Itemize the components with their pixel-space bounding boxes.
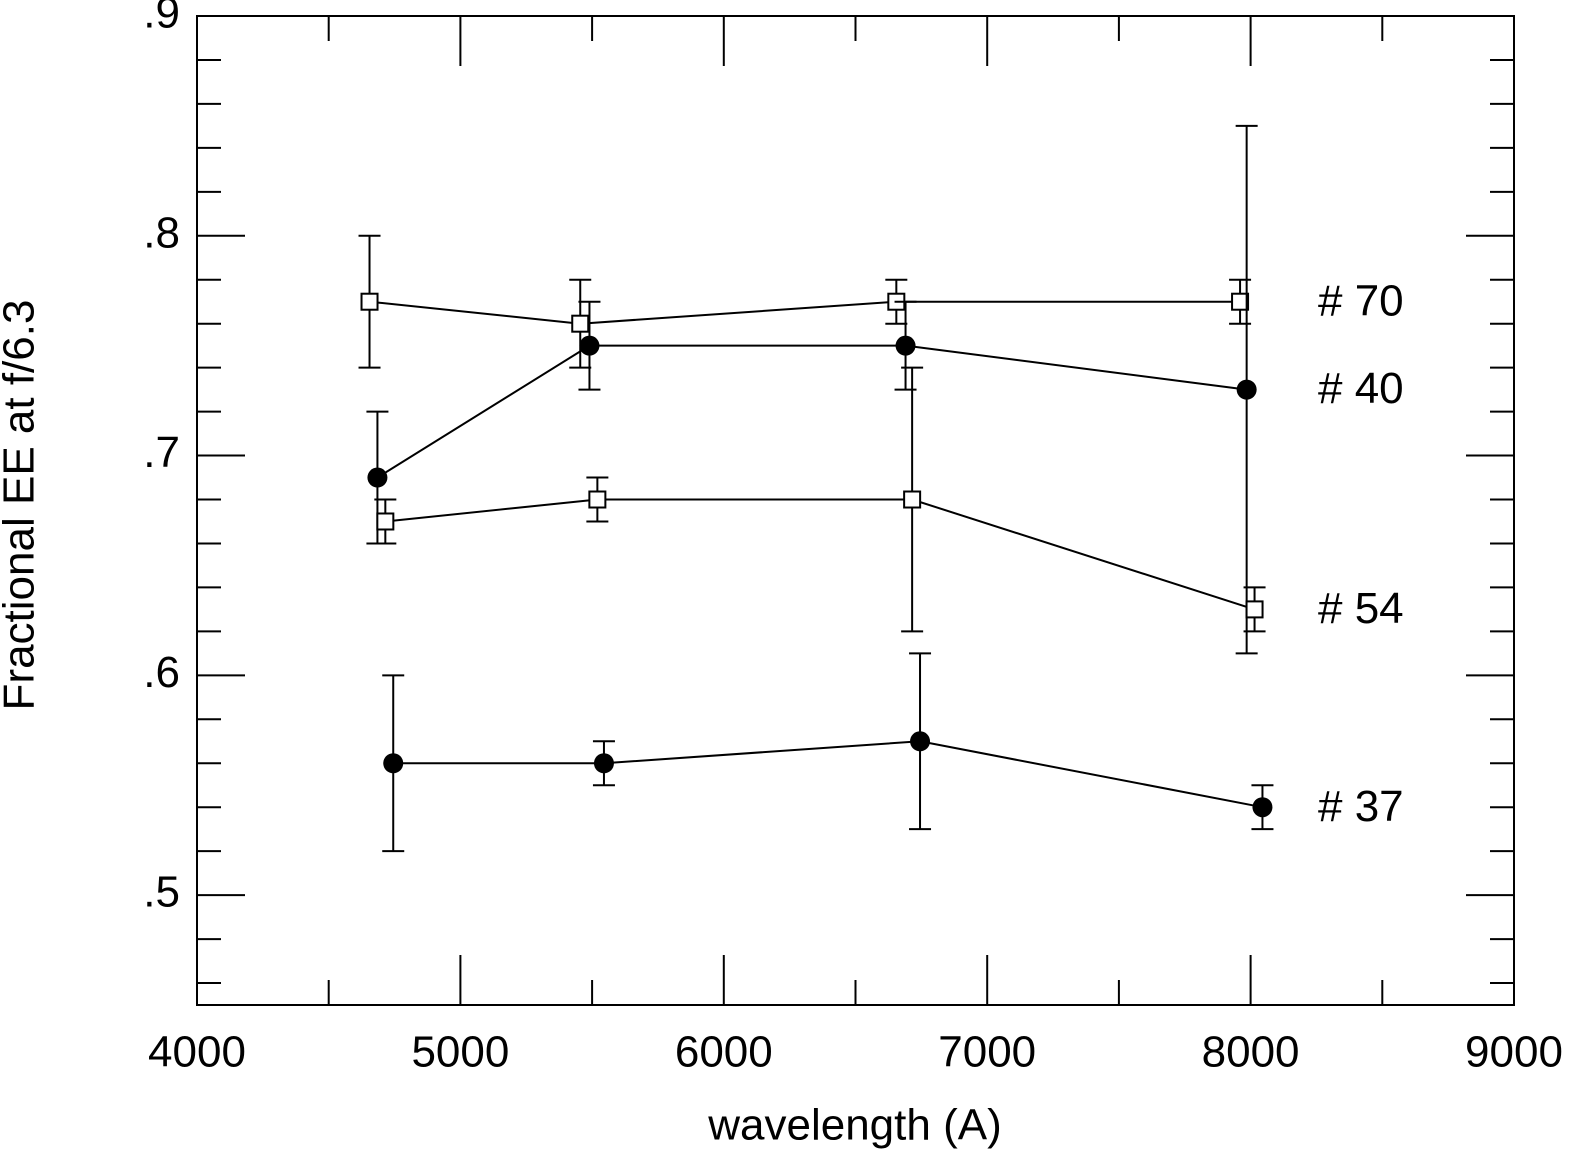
point [376, 512, 395, 531]
series-label: # 54 [1318, 584, 1404, 633]
series-label: # 70 [1318, 276, 1404, 325]
x-tick-label: 8000 [1202, 1028, 1300, 1077]
y-tick-label: .9 [143, 0, 180, 38]
x-tick-label: 6000 [675, 1028, 773, 1077]
point [1236, 379, 1257, 400]
point [903, 490, 922, 509]
point [588, 490, 607, 509]
series-line [369, 300, 1241, 325]
point [579, 335, 600, 356]
x-tick-label: 5000 [411, 1028, 509, 1077]
point [1252, 797, 1273, 818]
point [360, 292, 379, 311]
y-tick-label: .7 [143, 428, 180, 477]
point [1231, 292, 1250, 311]
x-tick-label: 9000 [1465, 1028, 1563, 1077]
point [910, 731, 931, 752]
point [571, 314, 590, 333]
series-label: # 40 [1318, 364, 1404, 413]
y-tick-label: .8 [143, 208, 180, 257]
x-tick-label: 7000 [938, 1028, 1036, 1077]
point [1245, 600, 1264, 619]
x-tick-label: 4000 [148, 1028, 246, 1077]
y-tick-label: .6 [143, 648, 180, 697]
x-axis-label: wavelength (A) [707, 1101, 1001, 1150]
y-axis-label: Fractional EE at f/6.3 [0, 300, 44, 711]
series-line [376, 344, 1247, 479]
series-line [393, 740, 1263, 809]
series-line [385, 498, 1255, 611]
point [367, 467, 388, 488]
point [593, 753, 614, 774]
y-tick-label: .5 [143, 868, 180, 917]
series-label: # 37 [1318, 782, 1404, 831]
point [383, 753, 404, 774]
plot-frame [196, 15, 1515, 1006]
point [895, 335, 916, 356]
